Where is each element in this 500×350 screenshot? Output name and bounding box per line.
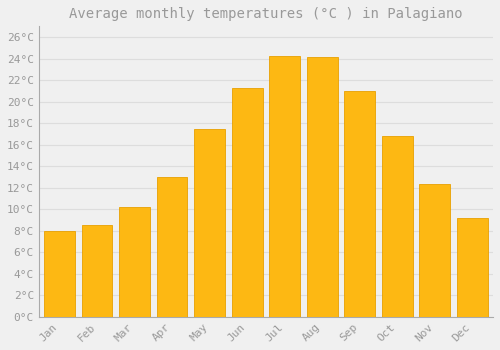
Bar xyxy=(420,184,450,317)
Bar xyxy=(119,207,150,317)
Bar xyxy=(156,177,188,317)
Bar xyxy=(44,231,75,317)
Bar xyxy=(270,56,300,317)
Bar xyxy=(344,91,375,317)
Bar xyxy=(194,128,225,317)
Bar xyxy=(457,218,488,317)
Bar xyxy=(307,57,338,317)
Bar xyxy=(382,136,412,317)
Bar xyxy=(82,225,112,317)
Title: Average monthly temperatures (°C ) in Palagiano: Average monthly temperatures (°C ) in Pa… xyxy=(69,7,462,21)
Bar xyxy=(232,88,262,317)
